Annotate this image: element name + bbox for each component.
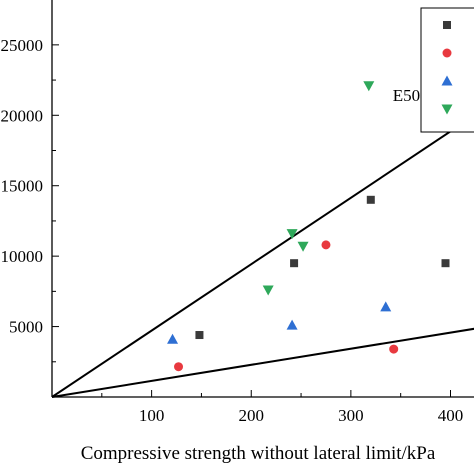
x-axis-ticks: 100200300400500	[101, 390, 464, 425]
x-tick-label: 400	[438, 406, 464, 425]
data-point-triangle-down	[363, 81, 375, 92]
reference-line	[51, 117, 471, 398]
data-point-triangle-down	[262, 285, 274, 296]
data-point-triangle-up	[286, 319, 298, 330]
y-tick-label: 15000	[1, 177, 44, 196]
x-axis-label: Compressive strength without lateral lim…	[81, 443, 436, 464]
y-tick-label: 25000	[1, 36, 44, 55]
data-point-square	[441, 259, 450, 268]
x-tick-label: 100	[139, 406, 165, 425]
data-point-triangle-down	[286, 229, 298, 240]
data-point-triangle-up	[167, 333, 179, 344]
data-point-square	[195, 331, 204, 340]
x-tick-label: 200	[238, 406, 264, 425]
y-tick-label: 10000	[1, 247, 44, 266]
data-point-circle	[389, 344, 399, 354]
data-point-triangle-down	[297, 241, 309, 252]
y-axis-ticks: 5000 10000 15000 20000 25000	[1, 36, 59, 363]
data-point-circle	[321, 240, 331, 250]
data-point-square	[290, 259, 299, 268]
legend-marker-triangle-up	[441, 75, 453, 86]
y-tick-label: 20000	[1, 106, 44, 125]
reference-lines: E50=48quE50=100qu	[51, 86, 474, 398]
data-points	[167, 81, 450, 372]
legend-marker-circle	[442, 48, 452, 58]
data-point-circle	[174, 362, 184, 372]
data-point-triangle-up	[380, 301, 392, 312]
data-point-square	[366, 195, 375, 204]
x-tick-label: 300	[338, 406, 364, 425]
legend	[420, 7, 474, 133]
legend-marker-square	[443, 21, 451, 29]
axes	[51, 0, 474, 398]
reference-line	[51, 327, 474, 398]
legend-marker-triangle-down	[441, 104, 453, 115]
y-tick-label: 5000	[9, 318, 43, 337]
